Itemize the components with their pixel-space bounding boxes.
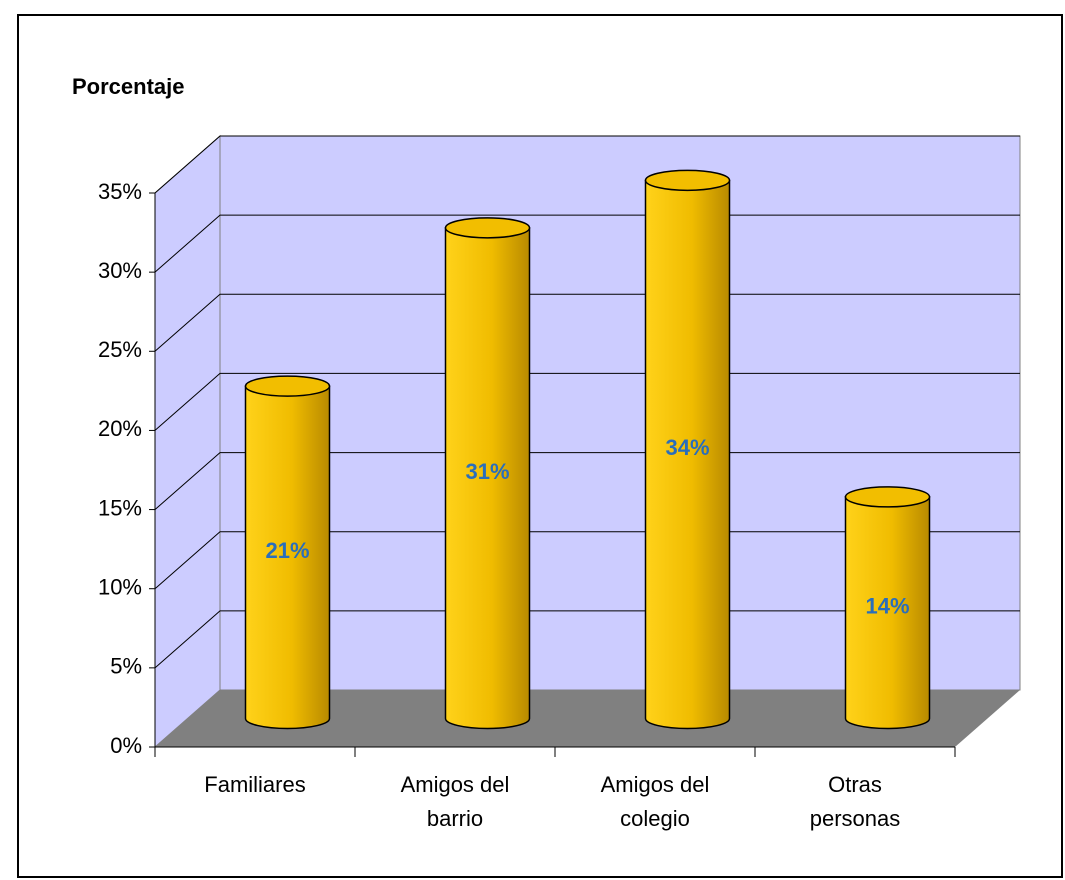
- y-tick-label: 15%: [98, 495, 142, 520]
- x-tick-label: Amigos del barrio: [400, 772, 510, 831]
- y-tick-label: 20%: [98, 416, 142, 441]
- bar: [244, 375, 331, 730]
- y-tick-label: 10%: [98, 575, 142, 600]
- bar-top: [244, 375, 331, 397]
- data-label: 31%: [465, 459, 509, 484]
- data-label: 14%: [865, 594, 909, 619]
- bar-body: [244, 385, 331, 730]
- bar-body: [444, 227, 531, 730]
- bar-top: [844, 486, 931, 508]
- y-tick-label: 25%: [98, 337, 142, 362]
- x-tick-label: Familiares: [204, 772, 306, 797]
- bar-top: [644, 169, 731, 192]
- x-tick-label: Amigos del colegio: [600, 772, 710, 831]
- floor: [155, 690, 1020, 747]
- grid-line: [154, 610, 1020, 669]
- grid-line: [154, 293, 1020, 352]
- y-tick-label: 35%: [98, 179, 142, 204]
- y-tick-label: 5%: [110, 654, 142, 679]
- y-tick-label: 0%: [110, 733, 142, 758]
- data-label: 34%: [665, 435, 709, 460]
- bar-body: [844, 496, 931, 730]
- bar-body: [644, 179, 731, 730]
- grid-line: [154, 135, 1020, 194]
- bar: [444, 217, 531, 730]
- grid-line: [154, 372, 1020, 431]
- grid-line: [154, 214, 1020, 273]
- grid-line: [154, 531, 1020, 590]
- left-wall: [154, 134, 221, 749]
- data-label: 21%: [265, 538, 309, 563]
- x-tick-label: Otras personas: [809, 772, 901, 831]
- y-tick-label: 30%: [98, 258, 142, 283]
- bar: [844, 486, 931, 730]
- grid-line: [154, 452, 1020, 510]
- chart-title: Porcentaje: [72, 74, 185, 99]
- bar: [644, 169, 731, 730]
- bar-top: [444, 217, 531, 239]
